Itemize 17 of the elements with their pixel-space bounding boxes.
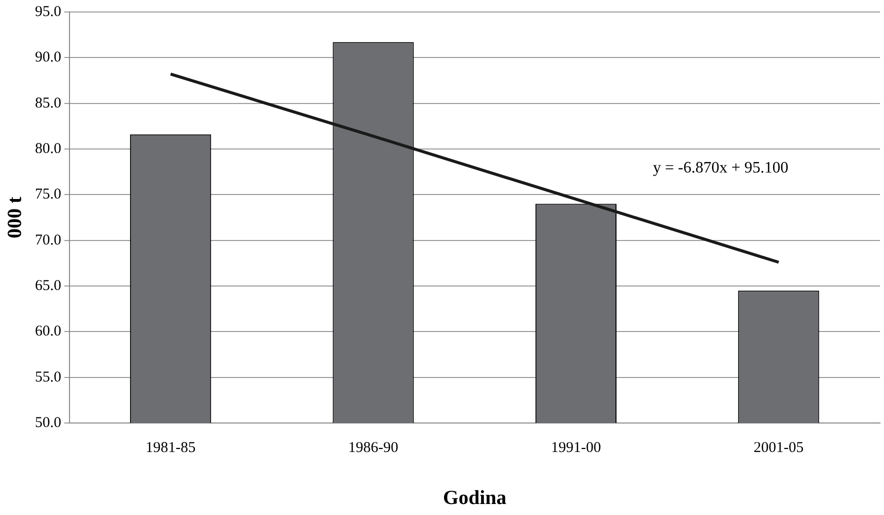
y-tick-label: 90.0 [35, 50, 62, 66]
y-tick-label: 55.0 [35, 369, 62, 386]
annotation: y = -6.870x + 95.100 [652, 159, 788, 176]
y-tick-label: 60.0 [35, 324, 62, 340]
y-tick-label: 95.0 [35, 4, 62, 20]
x-tick-label: 1981-85 [146, 440, 196, 456]
x-tick-label: 1986-90 [348, 440, 398, 456]
x-tick-label: 1991-00 [550, 440, 601, 456]
y-tick-label: 75.0 [35, 186, 62, 203]
y-tick-label: 50.0 [35, 414, 62, 431]
y-tick-label: 85.0 [35, 95, 62, 112]
y-tick-label: 65.0 [35, 278, 62, 294]
y-tick-label: 70.0 [35, 232, 62, 248]
x-tick-label: 2001-05 [754, 440, 804, 456]
x-axis-title: Godina [442, 487, 506, 510]
y-axis-title: 000 t [4, 196, 26, 238]
y-tick-label: 80.0 [35, 140, 62, 157]
